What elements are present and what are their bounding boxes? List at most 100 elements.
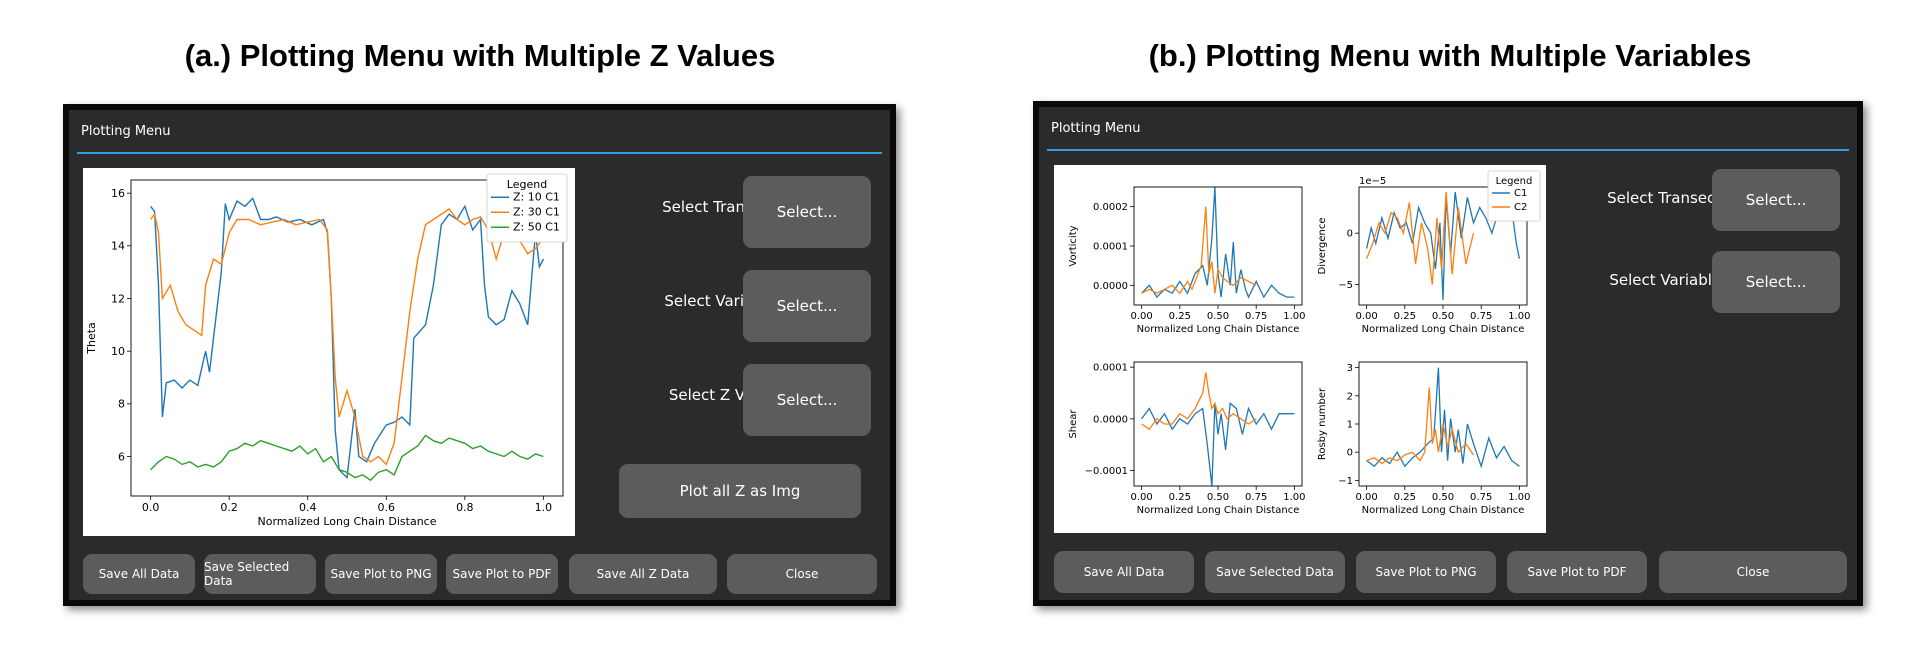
select-z-values-button[interactable]: Select... — [743, 364, 871, 436]
y-tick-label: 0.0002 — [1093, 202, 1128, 213]
x-tick-label: 0.00 — [1131, 492, 1153, 503]
legend-label: C2 — [1514, 202, 1527, 213]
close-button[interactable]: Close — [1659, 551, 1847, 593]
series-line-c1 — [1366, 367, 1520, 469]
y-tick-label: −5 — [1338, 280, 1353, 291]
multi-variable-chart: 0.00 0.25 0.50 0.75 1.000.00000.00010.0002No… — [1068, 170, 1541, 516]
series-line-z-30-c1 — [150, 208, 544, 466]
y-tick-label: 0.0001 — [1093, 242, 1128, 253]
theta-line-chart: 0.0 0.2 0.4 0.6 0.8 1.0 6 8 10 12 14 16 Normalized L… — [85, 173, 568, 528]
x-axis-label: Normalized Long Chain Distance — [1362, 324, 1525, 335]
y-tick-label: 0.0001 — [1093, 363, 1128, 374]
y-axis-label: Rosby number — [1317, 387, 1328, 460]
plotting-menu-window-b: Plotting Menu 0.00 0.25 0.50 0.75 1.00 0.0000… — [1033, 101, 1863, 606]
select-transects-label: Select Transects: — [1607, 189, 1734, 207]
y-tick-label: 0 — [1347, 229, 1353, 240]
save-plot-to-pdf-button[interactable]: Save Plot to PDF — [1507, 551, 1647, 593]
x-tick-label: 0.75 — [1245, 311, 1267, 322]
y-axis-label: Shear — [1068, 409, 1079, 439]
legend-label: C1 — [1514, 188, 1527, 199]
x-axis-label: Normalized Long Chain Distance — [1137, 505, 1300, 516]
legend-box — [1487, 170, 1541, 222]
y-tick-label: 2 — [1347, 391, 1353, 402]
x-axis-label: Normalized Long Chain Distance — [257, 515, 436, 528]
x-tick-label: 0.75 — [1470, 492, 1492, 503]
legend-title: Legend — [507, 178, 547, 191]
series-line-c1 — [1141, 401, 1295, 487]
x-tick-label: 0.00 — [1356, 492, 1378, 503]
y-tick-label: 0.0000 — [1093, 414, 1128, 425]
select-transects-button[interactable]: Select... — [1712, 169, 1840, 231]
select-variables-button[interactable]: Select... — [743, 270, 871, 342]
y-tick-label: −1 — [1338, 476, 1353, 487]
x-tick-label: 0.8 — [456, 501, 474, 514]
x-tick-label: 0.00 — [1131, 311, 1153, 322]
save-plot-to-png-button[interactable]: Save Plot to PNG — [1356, 551, 1496, 593]
y-tick-label: 10 — [111, 345, 125, 358]
y-tick-label: 0.0000 — [1093, 281, 1128, 292]
window-title: Plotting Menu — [1051, 121, 1141, 136]
y-tick-label: 0 — [1347, 448, 1353, 459]
save-plot-to-pdf-button[interactable]: Save Plot to PDF — [446, 554, 558, 594]
x-tick-label: 0.25 — [1394, 492, 1416, 503]
axes-frame — [1133, 361, 1303, 487]
x-tick-label: 0.25 — [1169, 492, 1191, 503]
y-axis-label: Theta — [85, 322, 98, 355]
title-divider — [1047, 149, 1849, 151]
series-line-c2 — [1366, 387, 1475, 465]
y-tick-label: 6 — [118, 450, 125, 463]
series-line-c2 — [1141, 206, 1257, 295]
legend-label: Z: 30 C1 — [513, 206, 560, 219]
x-tick-label: 0.2 — [220, 501, 238, 514]
series-line-z-50-c1 — [150, 434, 544, 482]
x-tick-label: 0.50 — [1207, 492, 1229, 503]
series-line-c1 — [1141, 186, 1295, 299]
legend-title: Legend — [1496, 176, 1533, 187]
x-tick-label: 1.00 — [1508, 492, 1530, 503]
y-tick-label: 16 — [111, 187, 125, 200]
y-tick-label: 14 — [111, 240, 125, 253]
series-line-c1 — [1365, 192, 1521, 300]
x-axis-label: Normalized Long Chain Distance — [1362, 505, 1525, 516]
legend-label: Z: 50 C1 — [513, 221, 560, 234]
x-tick-label: 0.00 — [1356, 311, 1378, 322]
x-tick-label: 1.0 — [535, 501, 553, 514]
x-tick-label: 1.00 — [1508, 311, 1530, 322]
legend-label: Z: 10 C1 — [513, 191, 560, 204]
axes-frame — [130, 179, 564, 497]
y-tick-label: 8 — [118, 398, 125, 411]
x-tick-label: 0.25 — [1394, 311, 1416, 322]
save-all-z-data-button[interactable]: Save All Z Data — [569, 554, 717, 594]
x-tick-label: 0.25 — [1169, 311, 1191, 322]
save-plot-to-png-button[interactable]: Save Plot to PNG — [325, 554, 437, 594]
x-tick-label: 0.50 — [1432, 311, 1454, 322]
select-variables-button[interactable]: Select... — [1712, 251, 1840, 313]
x-tick-label: 1.00 — [1283, 492, 1305, 503]
y-tick-label: 3 — [1347, 363, 1353, 374]
x-tick-label: 0.0 — [142, 501, 160, 514]
x-tick-label: 0.50 — [1207, 311, 1229, 322]
plotting-menu-window-a: Plotting Menu 0.0 0.2 0.4 0.6 0.8 1.0 6 8 10 12 14… — [63, 104, 896, 606]
x-tick-label: 0.4 — [299, 501, 317, 514]
y-tick-label: 1 — [1347, 420, 1353, 431]
select-transects-button[interactable]: Select... — [743, 176, 871, 248]
x-tick-label: 0.6 — [378, 501, 396, 514]
series-line-c2 — [1141, 372, 1257, 431]
series-line-c2 — [1365, 192, 1475, 285]
series-line-z-10-c1 — [150, 197, 545, 480]
x-tick-label: 0.75 — [1470, 311, 1492, 322]
x-tick-label: 0.75 — [1245, 492, 1267, 503]
y-axis-label: Divergence — [1317, 218, 1328, 275]
save-all-data-button[interactable]: Save All Data — [83, 554, 195, 594]
plot-all-z-as-img-button[interactable]: Plot all Z as Img — [619, 464, 861, 518]
window-title: Plotting Menu — [81, 124, 171, 139]
save-all-data-button[interactable]: Save All Data — [1054, 551, 1194, 593]
x-tick-label: 0.50 — [1432, 492, 1454, 503]
legend-box — [486, 173, 568, 243]
save-selected-data-button[interactable]: Save Selected Data — [1205, 551, 1345, 593]
caption-b: (b.) Plotting Menu with Multiple Variabl… — [1148, 38, 1752, 73]
caption-a: (a.) Plotting Menu with Multiple Z Value… — [184, 38, 776, 73]
save-selected-data-button[interactable]: Save Selected Data — [204, 554, 316, 594]
plot-area: 0.00 0.25 0.50 0.75 1.00 0.0000 0.0001 0.0002 No… — [1054, 165, 1546, 533]
close-button[interactable]: Close — [727, 554, 877, 594]
